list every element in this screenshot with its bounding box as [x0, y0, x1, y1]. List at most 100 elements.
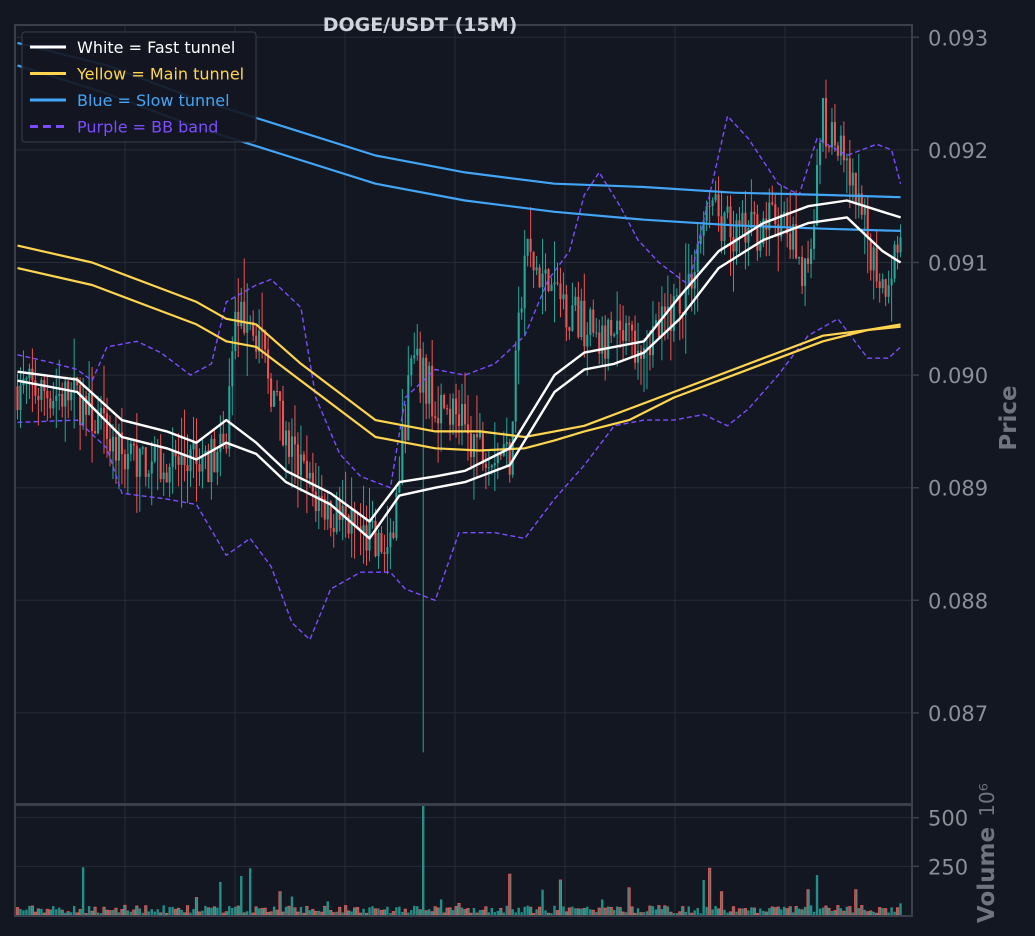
- volume-bar: [69, 912, 73, 915]
- candle-body: [771, 202, 774, 205]
- candle-body: [371, 521, 374, 523]
- candle-body: [875, 247, 878, 282]
- volume-bar: [120, 909, 124, 916]
- candle-body: [672, 296, 675, 332]
- volume-bar: [576, 908, 580, 916]
- volume-bar: [272, 906, 276, 915]
- candle-body: [478, 430, 481, 438]
- volume-bar: [430, 911, 434, 916]
- candle-body: [222, 433, 225, 446]
- volume-bar: [851, 912, 855, 915]
- volume-bar: [371, 906, 374, 915]
- volume-bar: [290, 896, 294, 915]
- volume-bar: [878, 907, 882, 916]
- volume-bar: [571, 906, 574, 915]
- volume-bar: [305, 905, 309, 916]
- candle-body: [469, 433, 473, 458]
- volume-bar: [216, 907, 219, 915]
- volume-bar: [338, 906, 342, 916]
- candle-body: [878, 281, 881, 289]
- candle-body: [827, 146, 831, 148]
- volume-bar: [731, 906, 736, 916]
- volume-bar: [45, 908, 49, 916]
- candle-body: [434, 416, 437, 419]
- candle-body: [94, 431, 97, 434]
- candle-body: [210, 438, 213, 483]
- volume-bar: [192, 909, 195, 915]
- candle-body: [571, 305, 574, 331]
- candle-body: [79, 385, 82, 425]
- volume-bar: [355, 907, 360, 916]
- volume-bar: [224, 911, 228, 916]
- volume-bar: [263, 907, 267, 916]
- volume-tick-label: 250: [928, 855, 968, 879]
- volume-bar: [705, 906, 708, 915]
- candle-body: [284, 430, 288, 446]
- volume-bar: [463, 909, 467, 916]
- price-tick-label: 0.092: [928, 139, 988, 163]
- volume-bar: [606, 906, 610, 915]
- volume-bar: [553, 905, 556, 915]
- candle-body: [586, 334, 589, 347]
- volume-multiplier: 10⁶: [975, 783, 999, 816]
- volume-bar: [890, 907, 893, 915]
- volume-bar: [335, 911, 338, 915]
- candle-body: [893, 244, 896, 279]
- volume-bar: [505, 905, 508, 915]
- price-axis: 0.093 0.092 0.091 0.090 0.089 0.088 0.087: [912, 26, 988, 726]
- volume-bar: [866, 911, 870, 916]
- candle-body: [326, 501, 329, 520]
- candle-body: [228, 386, 231, 449]
- candle-body: [631, 324, 634, 331]
- volume-bar: [353, 907, 357, 916]
- candle-body: [735, 220, 738, 252]
- candle-body: [431, 365, 434, 417]
- volume-bar: [791, 912, 795, 915]
- volume-bar: [281, 911, 285, 916]
- candle-body: [428, 365, 431, 404]
- candle-body: [114, 436, 117, 461]
- volume-bar: [597, 907, 601, 916]
- candle-body: [40, 380, 43, 400]
- candle-body: [108, 438, 112, 452]
- volume-bar: [451, 910, 455, 915]
- volume-bar: [358, 912, 363, 916]
- candle-body: [833, 122, 836, 146]
- volume-bar: [416, 906, 419, 915]
- candle-body: [317, 495, 320, 512]
- candle-body: [514, 350, 517, 422]
- volume-bar: [750, 907, 753, 915]
- volume-bar: [212, 906, 216, 916]
- volume-bar: [806, 889, 810, 916]
- candle-body: [52, 401, 55, 409]
- volume-bar: [251, 912, 255, 916]
- volume-bar: [535, 909, 538, 915]
- volume-bar: [812, 911, 816, 915]
- candle-body: [240, 301, 243, 327]
- volume-bar: [881, 908, 884, 915]
- volume-bar: [511, 909, 514, 915]
- volume-bar: [15, 907, 20, 916]
- volume-bar: [899, 903, 902, 915]
- candle-body: [535, 267, 538, 271]
- volume-bar: [52, 906, 55, 915]
- candle-body: [207, 450, 210, 483]
- candle-body: [454, 398, 458, 415]
- candle-body: [726, 206, 729, 213]
- volume-bar: [854, 889, 858, 916]
- volume-bar: [493, 912, 497, 915]
- candle-body: [628, 323, 631, 325]
- volume-bar: [407, 912, 410, 915]
- candle-body: [821, 97, 825, 144]
- volume-bar: [747, 910, 750, 915]
- candle-body: [267, 349, 270, 379]
- candle-body: [377, 532, 380, 557]
- volume-bar: [398, 906, 401, 915]
- candle-body: [147, 473, 150, 477]
- volume-bar: [475, 912, 479, 916]
- volume-bar: [648, 905, 652, 916]
- candle-body: [708, 205, 711, 207]
- volume-bar: [147, 911, 150, 915]
- candle-body: [774, 204, 777, 225]
- volume-bar: [182, 912, 187, 916]
